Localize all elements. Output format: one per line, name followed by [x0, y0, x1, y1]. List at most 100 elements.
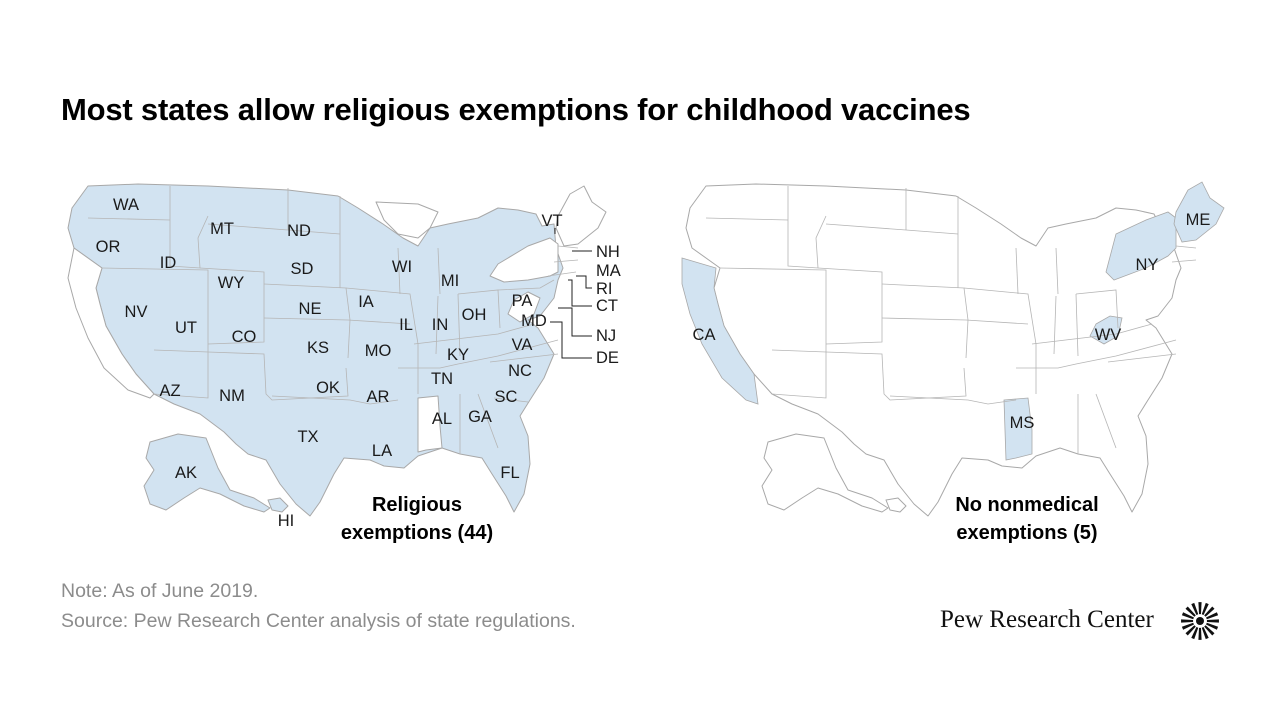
sunburst-ray	[1206, 612, 1219, 620]
state-label-ca: CA	[693, 326, 716, 344]
sunburst-ray	[1181, 619, 1194, 623]
state-labels: WA OR ID MT ND SD WY NV UT CO NE KS AZ N…	[96, 196, 621, 530]
state-labels: CA MS WV NY ME	[693, 211, 1211, 432]
state-label-ky: KY	[447, 346, 469, 364]
state-label-wv: WV	[1095, 326, 1122, 344]
note-text: Note: As of June 2019.	[61, 580, 259, 602]
state-label-vt: VT	[541, 212, 562, 230]
state-label-in: IN	[432, 316, 449, 334]
nj-leader	[558, 307, 592, 337]
maine-shaded	[1173, 181, 1225, 243]
map-outline	[67, 183, 607, 517]
mississippi-unshaded	[417, 395, 443, 453]
state-label-sd: SD	[291, 260, 314, 278]
new-york-shaded	[1105, 211, 1177, 281]
california-shaded	[681, 257, 759, 405]
state-label-nm: NM	[219, 387, 245, 405]
state-label-or: OR	[96, 238, 121, 256]
sunburst-ray	[1206, 619, 1219, 623]
state-label-nc: NC	[508, 362, 532, 380]
state-label-al: AL	[432, 410, 452, 428]
sunburst-ray	[1198, 602, 1202, 615]
chart-title: Most states allow religious exemptions f…	[61, 92, 971, 127]
state-label-il: IL	[399, 316, 413, 334]
state-label-ms: MS	[1010, 414, 1035, 432]
caption-line: Religious	[371, 494, 462, 516]
state-label-fl: FL	[500, 464, 519, 482]
sunburst-ray	[1181, 612, 1194, 620]
sunburst-ray	[1185, 606, 1196, 617]
caption-line: exemptions (44)	[340, 522, 494, 544]
state-label-me: ME	[1186, 211, 1211, 229]
religious-exemptions-map: WA OR ID MT ND SD WY NV UT CO NE KS AZ N…	[58, 168, 628, 558]
state-borders	[705, 186, 1197, 454]
state-label-az: AZ	[159, 382, 180, 400]
lower48-unshaded-region	[685, 183, 1182, 517]
state-label-tx: TX	[297, 428, 318, 446]
state-label-nh: NH	[596, 243, 620, 261]
sunburst-ray	[1181, 622, 1194, 630]
hawaii-outline	[885, 497, 907, 513]
sunburst-ray	[1201, 627, 1209, 640]
state-label-va: VA	[512, 336, 533, 354]
alaska-outline	[761, 433, 889, 513]
state-label-wy: WY	[218, 274, 245, 292]
state-label-oh: OH	[462, 306, 487, 324]
source-text: Source: Pew Research Center analysis of …	[61, 610, 576, 632]
pew-sunburst-icon	[1181, 602, 1219, 640]
ct-leader	[568, 279, 592, 307]
state-label-ny: NY	[1136, 256, 1159, 274]
no-nonmedical-exemptions-map: CA MS WV NY ME	[676, 168, 1246, 558]
state-label-mo: MO	[365, 342, 392, 360]
state-label-ri: RI	[596, 280, 613, 298]
maine-unshaded	[555, 185, 607, 247]
state-label-ne: NE	[299, 300, 322, 318]
state-label-id: ID	[160, 254, 177, 272]
state-label-wi: WI	[392, 258, 412, 276]
sunburst-ray	[1201, 602, 1209, 615]
state-label-mt: MT	[210, 220, 234, 238]
state-label-ak: AK	[175, 464, 197, 482]
de-leader	[550, 321, 592, 359]
state-label-pa: PA	[512, 292, 533, 310]
hawaii-region	[267, 497, 289, 513]
map-outline	[681, 181, 1225, 517]
caption-line: exemptions (5)	[956, 522, 1098, 544]
sunburst-ray	[1204, 625, 1215, 636]
pew-logo-text: Pew Research Center	[940, 606, 1154, 633]
sunburst-ray	[1185, 625, 1196, 636]
ri-leader	[576, 275, 592, 289]
state-label-md: MD	[521, 312, 547, 330]
state-label-ia: IA	[358, 293, 374, 311]
state-label-ks: KS	[307, 339, 329, 357]
sunburst-ray	[1204, 606, 1215, 617]
state-label-nv: NV	[125, 303, 148, 321]
state-label-ut: UT	[175, 319, 197, 337]
caption-line: No nonmedical	[955, 494, 1099, 516]
state-label-wa: WA	[113, 196, 139, 214]
religious-exemptions-caption: Religious exemptions (44)	[297, 491, 537, 547]
state-label-sc: SC	[495, 388, 518, 406]
west-virginia-unshaded	[507, 291, 541, 323]
state-label-ga: GA	[468, 408, 492, 426]
state-label-ma: MA	[596, 262, 621, 280]
canada-sliver	[375, 201, 439, 239]
sunburst-ray	[1206, 622, 1219, 630]
state-label-tn: TN	[431, 370, 453, 388]
state-borders	[87, 186, 579, 454]
state-label-la: LA	[372, 442, 392, 460]
sunburst-ray	[1198, 627, 1202, 640]
state-label-de: DE	[596, 349, 619, 367]
mississippi-shaded	[1003, 397, 1033, 461]
state-label-ok: OK	[316, 379, 340, 397]
state-label-hi: HI	[278, 512, 295, 530]
west-virginia-shaded	[1089, 315, 1123, 345]
sunburst-ray	[1191, 602, 1199, 615]
state-label-nj: NJ	[596, 327, 616, 345]
state-label-mi: MI	[441, 272, 459, 290]
no-nonmedical-exemptions-caption: No nonmedical exemptions (5)	[907, 491, 1147, 547]
state-label-ar: AR	[367, 388, 390, 406]
state-label-ct: CT	[596, 297, 618, 315]
new-york-unshaded	[489, 237, 559, 283]
state-label-co: CO	[232, 328, 257, 346]
